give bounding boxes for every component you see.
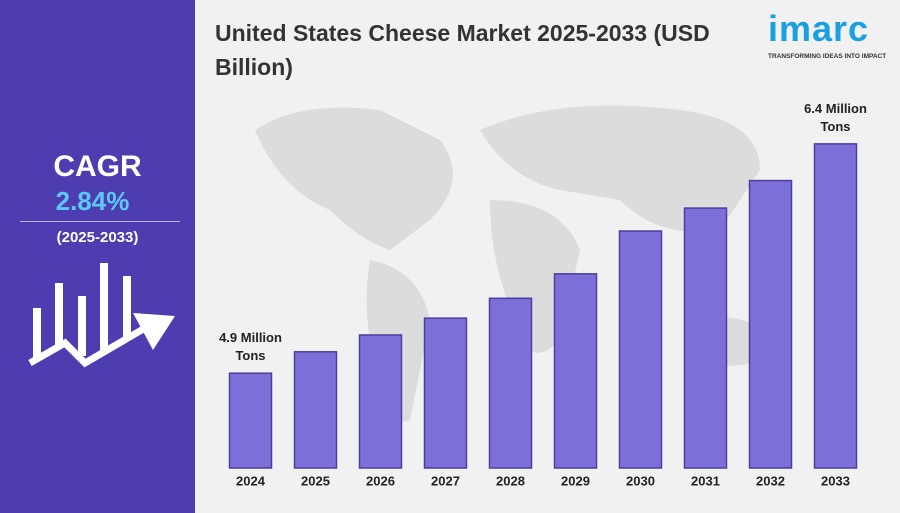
cagr-label: CAGR [53, 150, 142, 183]
bar [748, 179, 793, 469]
logo-tagline: TRANSFORMING IDEAS INTO IMPACT [768, 53, 887, 60]
x-tick-label: 2030 [626, 473, 655, 488]
bar [423, 317, 468, 469]
logo: imarc [768, 8, 870, 49]
chart-title: United States Cheese Market 2025-2033 (U… [215, 20, 710, 80]
bar [293, 351, 338, 469]
divider [20, 221, 180, 222]
x-tick-label: 2026 [366, 473, 395, 488]
x-tick-label: 2025 [301, 473, 330, 488]
bar [488, 297, 533, 469]
bar [683, 207, 728, 469]
data-label: 4.9 Million Tons [219, 330, 282, 364]
x-tick-label: 2027 [431, 473, 460, 488]
x-tick-label: 2024 [236, 473, 266, 488]
x-tick-label: 2033 [821, 473, 850, 488]
bar [813, 143, 858, 469]
x-tick-label: 2029 [561, 473, 590, 488]
sidebar: CAGR 2.84% (2025-2033) [0, 0, 195, 513]
cagr-period: (2025-2033) [56, 229, 139, 246]
x-tick-label: 2032 [756, 473, 785, 488]
growth-icon [28, 263, 175, 368]
bar [618, 230, 663, 469]
cagr-value: 2.84% [55, 186, 130, 216]
bar [228, 372, 273, 469]
x-tick-label: 2031 [691, 473, 720, 488]
data-label: 6.4 Million Tons [804, 100, 867, 134]
bar [358, 334, 403, 469]
bar [553, 273, 598, 469]
x-tick-label: 2028 [496, 473, 525, 488]
